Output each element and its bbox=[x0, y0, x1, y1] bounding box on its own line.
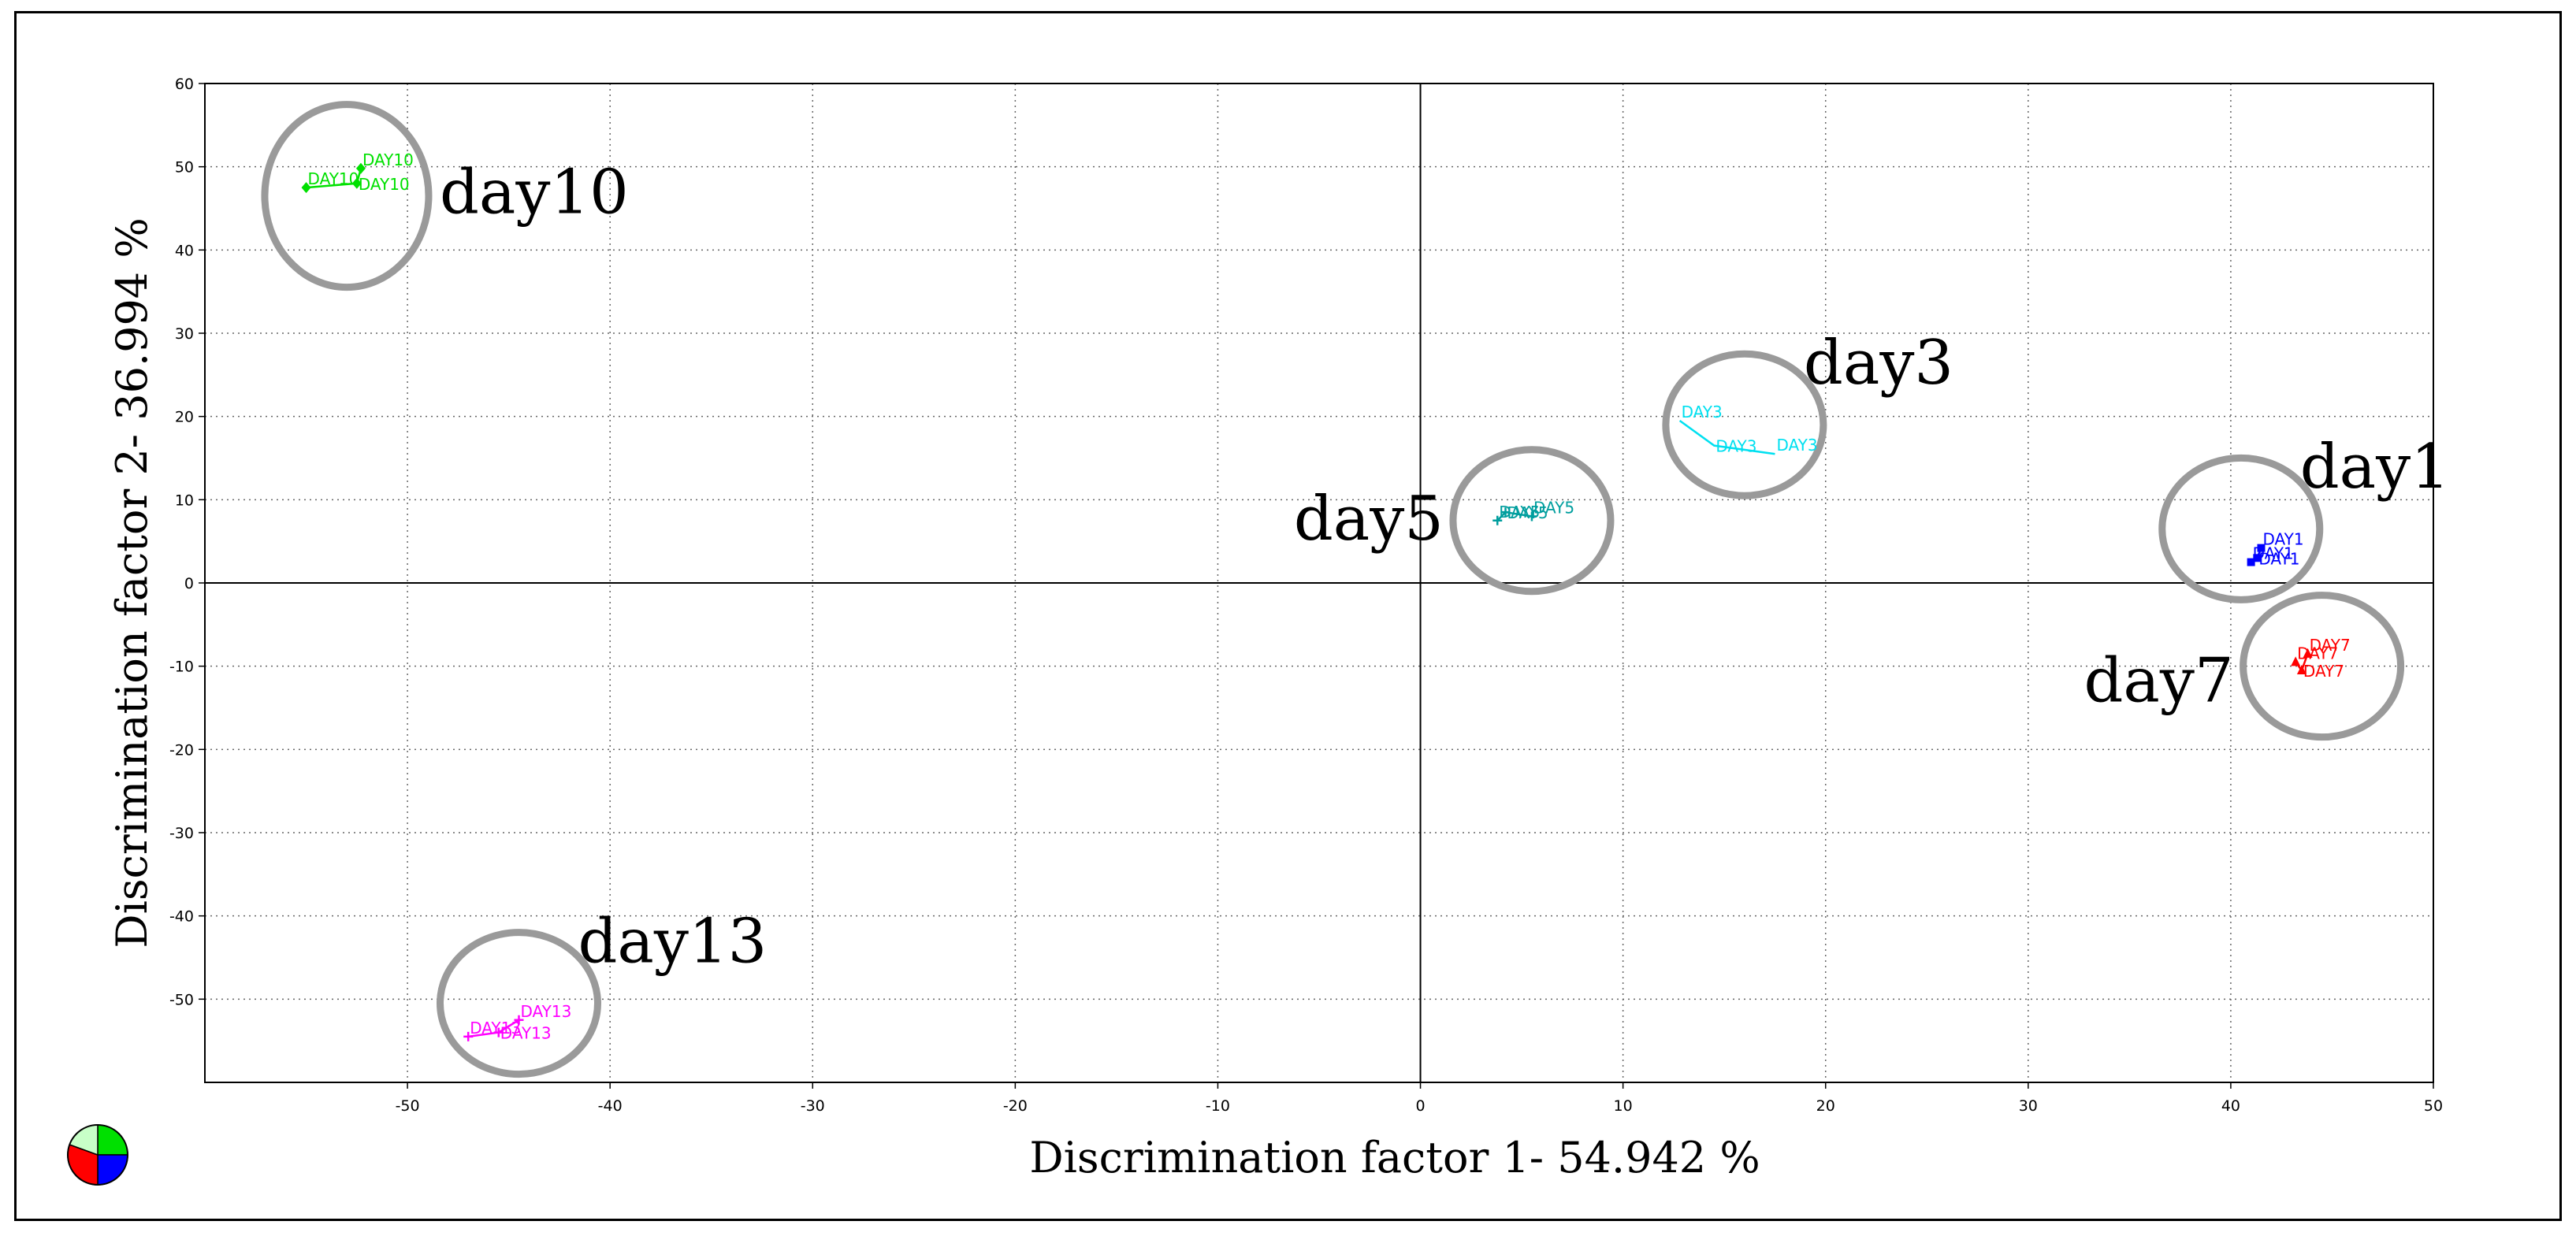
y-tick-label: -50 bbox=[169, 991, 194, 1008]
x-tick-label: -10 bbox=[1206, 1097, 1230, 1115]
group-ellipses bbox=[261, 101, 2405, 1078]
logo-outline bbox=[67, 1124, 128, 1186]
x-tick-label: 20 bbox=[1816, 1097, 1835, 1115]
y-tick-label: 50 bbox=[175, 159, 194, 176]
series-day3: DAY3 DAY3 DAY3 bbox=[1678, 403, 1818, 456]
point-day7 bbox=[2291, 656, 2301, 666]
pie-logo-icon bbox=[67, 1124, 128, 1186]
point-label-day7: DAY7 bbox=[2297, 644, 2338, 663]
point-day10 bbox=[301, 182, 311, 194]
group-label-day5: day5 bbox=[1294, 484, 1444, 555]
y-tick-label: -30 bbox=[169, 825, 194, 842]
point-day5 bbox=[1526, 511, 1537, 521]
y-axis-title: Discrimination factor 2- 36.994 % bbox=[107, 217, 157, 948]
point-day1 bbox=[2253, 554, 2262, 562]
point-day7 bbox=[2296, 664, 2307, 674]
group-ellipse-day3 bbox=[1662, 350, 1827, 499]
point-label-day10: DAY10 bbox=[362, 150, 414, 169]
group-ellipse-day1 bbox=[2158, 454, 2324, 603]
tick-labels: -50 -40 -30 -20 -10 0 10 20 30 40 50 -50 -40 -30 -20 -1… bbox=[169, 76, 2443, 1115]
point-day10 bbox=[355, 162, 366, 174]
x-tick-label: -50 bbox=[396, 1097, 420, 1115]
point-label-day3: DAY3 bbox=[1715, 437, 1756, 456]
y-tick-label: 30 bbox=[175, 325, 194, 343]
chart-frame bbox=[14, 11, 2562, 1221]
series-line-day3 bbox=[1678, 419, 1775, 455]
point-label-day10: DAY10 bbox=[359, 175, 410, 194]
y-tick-label: -20 bbox=[169, 741, 194, 759]
point-label-day1: DAY1 bbox=[2258, 549, 2299, 568]
point-label-day7: DAY7 bbox=[2310, 636, 2351, 655]
point-day5 bbox=[1492, 515, 1503, 525]
point-day5 bbox=[1500, 507, 1511, 518]
group-ellipse-day10 bbox=[261, 101, 433, 291]
y-tick-label: -10 bbox=[169, 659, 194, 676]
grid bbox=[205, 84, 2433, 1082]
point-label-day3: DAY3 bbox=[1776, 436, 1817, 455]
x-tick-label: 40 bbox=[2221, 1097, 2240, 1115]
x-tick-label: 50 bbox=[2424, 1097, 2443, 1115]
group-ellipse-day7 bbox=[2240, 592, 2405, 741]
y-tick-label: 60 bbox=[175, 76, 194, 93]
x-tick-label: 10 bbox=[1614, 1097, 1633, 1115]
point-label-day7: DAY7 bbox=[2303, 662, 2344, 681]
x-axis-title: Discrimination factor 1- 54.942 % bbox=[1029, 1133, 1760, 1182]
point-label-day13: DAY13 bbox=[520, 1002, 571, 1021]
y-tick-label: 10 bbox=[175, 492, 194, 509]
point-label-day5: DAY5 bbox=[1507, 503, 1548, 522]
point-label-day3: DAY3 bbox=[1682, 403, 1723, 421]
point-label-day5: DAY5 bbox=[1533, 498, 1574, 517]
group-label-day7: day7 bbox=[2083, 646, 2233, 717]
group-ellipse-day5 bbox=[1449, 446, 1615, 596]
group-label-day10: day10 bbox=[440, 158, 629, 228]
group-ellipse-day13 bbox=[436, 929, 601, 1078]
y-tick-label: 20 bbox=[175, 409, 194, 426]
point-day13 bbox=[493, 1027, 504, 1037]
group-label-day13: day13 bbox=[578, 906, 767, 977]
x-tick-label: -20 bbox=[1003, 1097, 1028, 1115]
axes bbox=[199, 83, 2434, 1089]
x-tick-label: 0 bbox=[1415, 1097, 1425, 1115]
group-label-day1: day1 bbox=[2300, 432, 2450, 503]
point-day13 bbox=[514, 1015, 524, 1025]
x-tick-label: -30 bbox=[801, 1097, 825, 1115]
group-labels: day10 day3 day5 day1 day7 day13 bbox=[440, 158, 2450, 978]
point-day13 bbox=[463, 1031, 474, 1041]
group-label-day3: day3 bbox=[1804, 328, 1953, 399]
point-day7 bbox=[2303, 648, 2313, 658]
x-tick-label: -40 bbox=[598, 1097, 623, 1115]
point-day10 bbox=[351, 177, 362, 189]
y-tick-label: 0 bbox=[184, 575, 194, 592]
point-label-day1: DAY1 bbox=[2262, 530, 2303, 549]
point-label-day10: DAY10 bbox=[308, 169, 359, 188]
point-label-day13: DAY13 bbox=[500, 1024, 552, 1043]
y-tick-label: 40 bbox=[175, 242, 194, 259]
x-tick-label: 30 bbox=[2019, 1097, 2038, 1115]
point-label-day13: DAY13 bbox=[470, 1019, 521, 1037]
y-tick-label: -40 bbox=[169, 908, 194, 926]
point-day1 bbox=[2247, 558, 2255, 566]
point-day1 bbox=[2257, 544, 2266, 552]
